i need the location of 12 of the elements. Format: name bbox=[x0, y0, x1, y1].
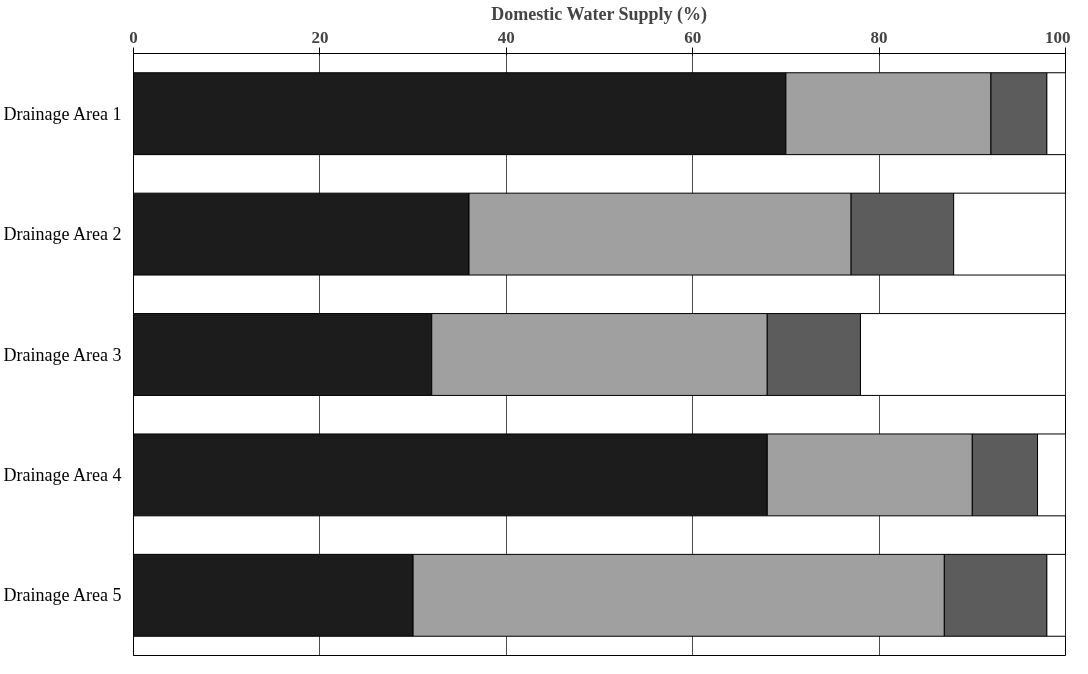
x-tick-label: 40 bbox=[497, 27, 515, 47]
y-tick-label: Drainage Area 4 bbox=[3, 464, 122, 485]
x-tick-label: 0 bbox=[129, 27, 138, 47]
y-tick-label: Drainage Area 3 bbox=[3, 344, 122, 365]
x-tick-label: 80 bbox=[870, 27, 888, 47]
x-axis-title: Domestic Water Supply (%) bbox=[491, 3, 708, 25]
y-tick-label: Drainage Area 1 bbox=[3, 103, 122, 124]
y-tick-label: Drainage Area 5 bbox=[3, 585, 122, 606]
y-tick-label: Drainage Area 2 bbox=[3, 224, 122, 245]
x-tick-label: 60 bbox=[684, 27, 702, 47]
x-tick-label: 20 bbox=[311, 27, 329, 47]
x-tick-label: 100 bbox=[1045, 27, 1071, 47]
